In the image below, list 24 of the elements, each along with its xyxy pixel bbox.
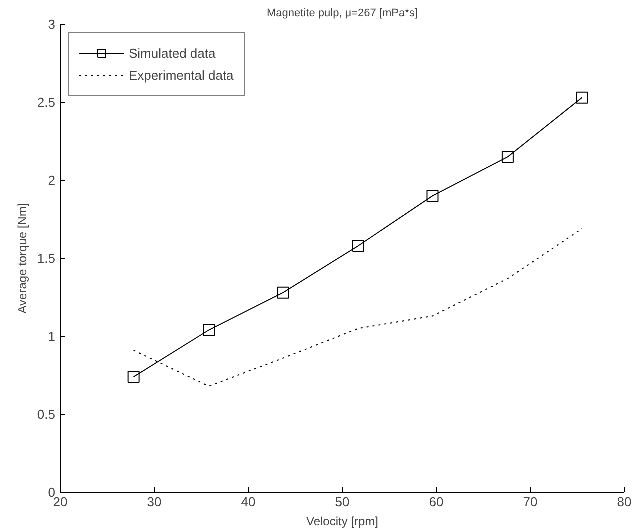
point (277, 286, 290, 299)
x-tick-label: 40 (241, 494, 256, 510)
y-tick-label: 2 (48, 173, 56, 188)
legend-label: Simulated data (129, 46, 216, 60)
y-tick-label: 3 (48, 17, 56, 32)
y-tick-label: 1.5 (37, 251, 56, 266)
point (426, 190, 439, 202)
point (576, 92, 588, 104)
y-axis-title: Average torque [Nm] (15, 203, 30, 314)
y-tick-label: 0.5 (37, 407, 56, 422)
x-tick-label: 50 (335, 494, 350, 510)
legend-label: Experimental data (129, 68, 234, 82)
y-tick-label: 1 (48, 329, 56, 344)
chart-title: Magnetite pulp, μ=267 [mPa*s] (267, 8, 418, 20)
x-tick-label: 70 (523, 494, 538, 510)
point (128, 371, 140, 384)
point (502, 151, 514, 164)
y-tick-label: 2.5 (37, 95, 56, 110)
x-tick-label: 80 (617, 494, 632, 510)
x-axis-title: Velocity [rpm] (306, 514, 379, 528)
x-tick-label: 30 (147, 494, 162, 510)
x-tick-label: 60 (429, 494, 444, 510)
point (203, 324, 216, 336)
point (352, 240, 364, 252)
